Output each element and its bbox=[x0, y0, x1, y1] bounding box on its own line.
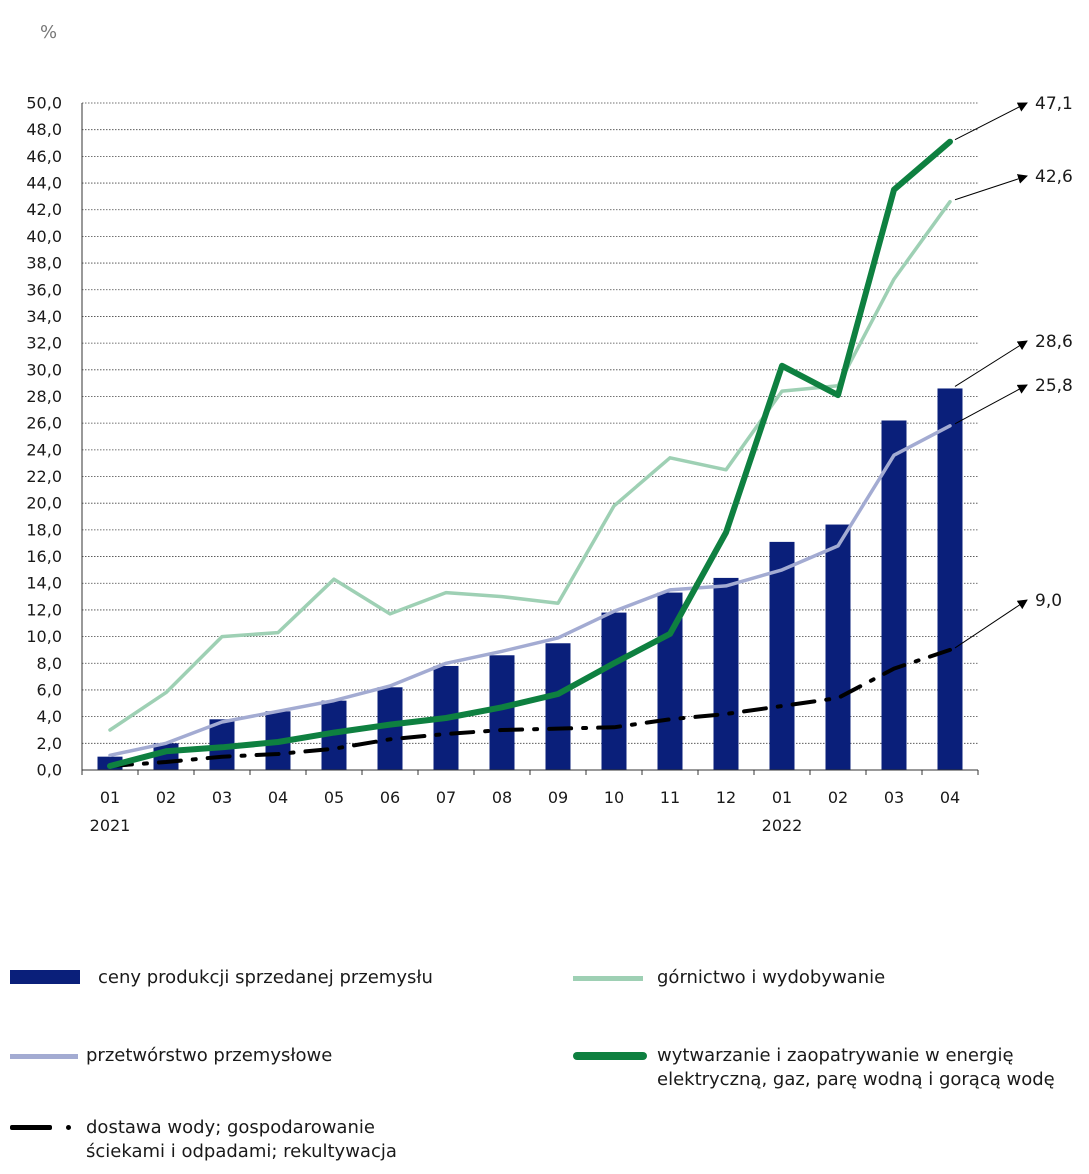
bar bbox=[713, 577, 739, 770]
legend-item-energy: wytwarzanie i zaopatrywanie w energię el… bbox=[573, 1044, 1089, 1092]
callout-label: 28,6 bbox=[1035, 332, 1073, 352]
x-tick-label: 03 bbox=[212, 788, 232, 807]
x-year-label: 2021 bbox=[90, 816, 131, 835]
y-tick-label: 14,0 bbox=[26, 574, 62, 593]
legend-item-mining: górnictwo i wydobywanie bbox=[573, 966, 885, 990]
callout-label: 25,8 bbox=[1035, 376, 1073, 396]
legend-item-water: dostawa wody; gospodarowanie ściekami i … bbox=[10, 1116, 416, 1164]
chart-svg: 0,0 2,0 4,0 6,0 8,0 10,0 12,0 14,0 16,0 18,0 20,0 2… bbox=[26, 22, 1073, 835]
legend-swatch-manufacturing bbox=[10, 1054, 78, 1059]
legend-item-manufacturing: przetwórstwo przemysłowe bbox=[10, 1044, 332, 1068]
y-tick-label: 48,0 bbox=[26, 120, 62, 139]
y-tick-label: 0,0 bbox=[37, 761, 62, 780]
y-tick-label: 26,0 bbox=[26, 414, 62, 433]
callout-arrow bbox=[954, 384, 1028, 425]
callout-label: 9,0 bbox=[1035, 591, 1062, 611]
callout-arrow bbox=[954, 102, 1028, 141]
x-tick-label: 11 bbox=[660, 788, 680, 807]
legend-swatch-water bbox=[10, 1123, 80, 1133]
y-tick-label: 2,0 bbox=[37, 734, 62, 753]
y-tick-label: 50,0 bbox=[26, 94, 62, 113]
y-tick-label: 44,0 bbox=[26, 174, 62, 193]
callout-arrow bbox=[954, 599, 1028, 649]
legend-label-manufacturing: przetwórstwo przemysłowe bbox=[86, 1045, 333, 1066]
callout-arrow bbox=[954, 174, 1028, 201]
legend-label-bars: ceny produkcji sprzedanej przemysłu bbox=[98, 967, 433, 988]
bar bbox=[489, 655, 515, 770]
y-tick-label: 16,0 bbox=[26, 547, 62, 566]
y-tick-label: 8,0 bbox=[37, 654, 62, 673]
callout-label: 42,6 bbox=[1035, 167, 1073, 187]
y-tick-label: 6,0 bbox=[37, 680, 62, 699]
x-tick-label: 01 bbox=[100, 788, 120, 807]
bar bbox=[881, 420, 907, 770]
bar bbox=[601, 612, 627, 770]
y-tick-label: 38,0 bbox=[26, 254, 62, 273]
y-tick-label: 40,0 bbox=[26, 227, 62, 246]
y-tick-label: 46,0 bbox=[26, 147, 62, 166]
x-tick-label: 01 bbox=[772, 788, 792, 807]
bar bbox=[937, 388, 963, 770]
axes: 0,0 2,0 4,0 6,0 8,0 10,0 12,0 14,0 16,0 18,0 20,0 2… bbox=[26, 94, 979, 835]
bar bbox=[825, 524, 851, 770]
callout-arrow bbox=[954, 340, 1028, 387]
x-tick-label: 02 bbox=[828, 788, 848, 807]
legend-swatch-energy bbox=[573, 1052, 647, 1060]
y-tick-label: 32,0 bbox=[26, 334, 62, 353]
legend-label-water: dostawa wody; gospodarowanie ściekami i … bbox=[86, 1117, 397, 1162]
bar bbox=[545, 643, 571, 770]
legend-item-bars: ceny produkcji sprzedanej przemysłu bbox=[10, 966, 433, 990]
legend-swatch-bars bbox=[10, 970, 80, 984]
bar bbox=[769, 541, 795, 770]
bar-series bbox=[97, 388, 963, 770]
y-unit-label: % bbox=[40, 22, 57, 43]
y-tick-label: 24,0 bbox=[26, 440, 62, 459]
x-tick-label: 02 bbox=[156, 788, 176, 807]
series-line-energy bbox=[107, 138, 953, 769]
x-tick-label: 06 bbox=[380, 788, 400, 807]
x-tick-label: 07 bbox=[436, 788, 456, 807]
y-tick-label: 20,0 bbox=[26, 494, 62, 513]
series-line-manufacturing bbox=[108, 424, 952, 758]
x-tick-label: 03 bbox=[884, 788, 904, 807]
value-callouts: 47,1 42,6 28,6 25,8 9,0 bbox=[954, 94, 1073, 649]
y-tick-label: 30,0 bbox=[26, 360, 62, 379]
y-tick-label: 28,0 bbox=[26, 387, 62, 406]
x-tick-label: 04 bbox=[940, 788, 960, 807]
series-line-mining bbox=[108, 199, 952, 732]
chart-area: 0,0 2,0 4,0 6,0 8,0 10,0 12,0 14,0 16,0 18,0 20,0 2… bbox=[26, 22, 1073, 835]
x-tick-label: 04 bbox=[268, 788, 288, 807]
y-tick-label: 34,0 bbox=[26, 307, 62, 326]
y-tick-label: 12,0 bbox=[26, 600, 62, 619]
series-line-water bbox=[108, 647, 952, 768]
x-tick-label: 05 bbox=[324, 788, 344, 807]
gridlines bbox=[82, 102, 978, 744]
line-series bbox=[107, 138, 953, 769]
x-tick-label: 09 bbox=[548, 788, 568, 807]
y-tick-label: 10,0 bbox=[26, 627, 62, 646]
callout-label: 47,1 bbox=[1035, 94, 1073, 114]
x-tick-label: 10 bbox=[604, 788, 624, 807]
legend-label-energy: wytwarzanie i zaopatrywanie w energię el… bbox=[657, 1045, 1055, 1090]
y-tick-label: 18,0 bbox=[26, 520, 62, 539]
x-tick-label: 12 bbox=[716, 788, 736, 807]
legend-swatch-mining bbox=[573, 976, 643, 981]
y-tick-label: 22,0 bbox=[26, 467, 62, 486]
x-tick-label: 08 bbox=[492, 788, 512, 807]
y-tick-label: 36,0 bbox=[26, 280, 62, 299]
y-tick-label: 4,0 bbox=[37, 707, 62, 726]
legend-label-mining: górnictwo i wydobywanie bbox=[657, 967, 886, 988]
y-tick-label: 42,0 bbox=[26, 200, 62, 219]
x-year-label: 2022 bbox=[762, 816, 803, 835]
